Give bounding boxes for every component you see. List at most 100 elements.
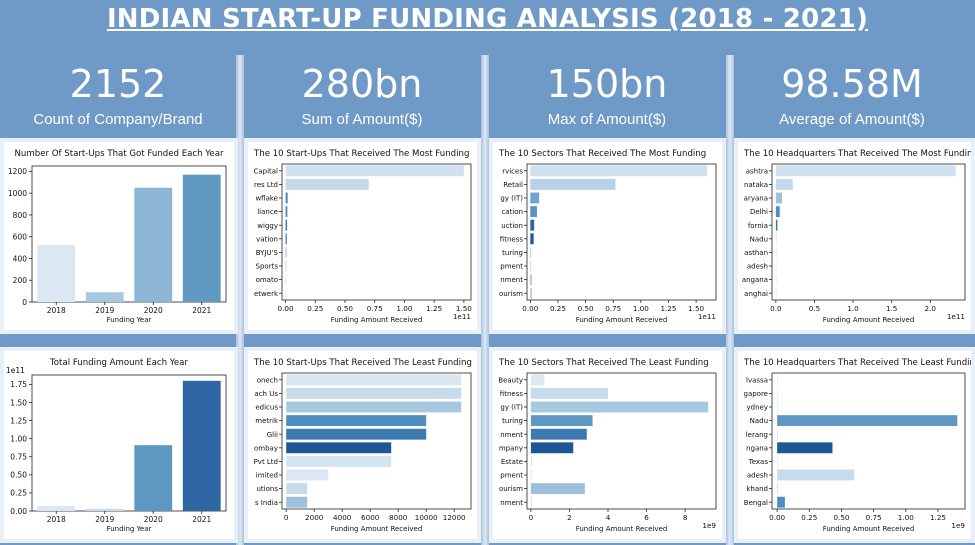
x-tick-label: 4 — [606, 513, 611, 522]
y-tick-label: Nadu — [750, 235, 768, 243]
chart-startups-per-year[interactable]: Number Of Start-Ups That Got Funded Each… — [0, 138, 238, 334]
bar — [286, 442, 392, 454]
plot-frame — [31, 374, 227, 512]
x-tick-label: 2021 — [192, 515, 211, 524]
bar — [530, 260, 532, 272]
x-tick-label: 4000 — [333, 513, 352, 522]
bar — [777, 387, 778, 399]
axis-offset-label: 1e9 — [702, 521, 716, 530]
x-tick-label: 0.50 — [578, 304, 594, 313]
y-tick-label: mpany — [499, 444, 523, 452]
x-tick-label: 6 — [644, 513, 649, 522]
y-tick-label: 0.25 — [10, 489, 27, 498]
y-tick-label: ourism — [499, 485, 523, 493]
plot-frame — [31, 165, 227, 303]
chart-least10-sectors[interactable]: The 10 Sectors That Received The Least F… — [489, 347, 726, 543]
y-tick-label: 600 — [13, 233, 28, 242]
x-tick-label: 2018 — [47, 306, 66, 315]
bar — [777, 496, 785, 508]
bar — [285, 274, 287, 286]
x-tick-label: 1.50 — [688, 304, 704, 313]
x-tick-label: 0.00 — [278, 304, 294, 313]
bar — [285, 233, 287, 245]
y-tick-label: utions — [257, 485, 279, 493]
bar — [182, 380, 221, 511]
y-tick-label: adesh — [747, 263, 768, 271]
column-separator — [236, 55, 244, 545]
chart-total-funding-per-year[interactable]: Total Funding Amount Each Year 0.00 0.25 0.… — [0, 347, 238, 543]
y-tick-label: Texas — [748, 458, 769, 466]
kpi-label: Max of Amount($) — [547, 111, 667, 128]
x-tick-label: 12000 — [443, 513, 466, 522]
y-tick-label: s India — [255, 499, 278, 507]
x-tick-label: 0.75 — [367, 304, 383, 313]
x-tick-label: 0.25 — [550, 304, 566, 313]
bar — [530, 496, 532, 508]
bar — [775, 192, 783, 204]
chart-top10-sectors[interactable]: The 10 Sectors That Received The Most Fu… — [489, 138, 726, 334]
axis-offset-label: 1e11 — [947, 312, 965, 321]
y-tick-label: aryana — [744, 195, 768, 203]
axis-offset-label: 1e11 — [6, 366, 25, 375]
y-tick-label: ach Us — [254, 390, 278, 398]
bar — [530, 455, 532, 467]
chart-title: The 10 Sectors That Received The Least F… — [498, 358, 709, 368]
y-tick-label: omato — [256, 276, 278, 284]
x-axis-label: Funding Amount Received — [576, 316, 668, 324]
bar — [286, 469, 329, 481]
bar — [777, 442, 833, 454]
bar — [777, 374, 778, 386]
chart-top10-headquarters[interactable]: The 10 Headquarters That Received The Mo… — [734, 138, 975, 334]
x-tick-label: 8000 — [389, 513, 408, 522]
y-tick-label: lerang — [746, 431, 768, 439]
x-axis-label: Funding Amount Received — [576, 525, 668, 533]
x-tick-label: 1.50 — [456, 304, 472, 313]
x-tick-label: 1.00 — [898, 513, 914, 522]
y-tick-label: 0.50 — [10, 471, 27, 480]
bar — [775, 206, 780, 218]
chart-least10-headquarters[interactable]: The 10 Headquarters That Received The Le… — [734, 347, 975, 543]
bar — [286, 496, 308, 508]
kpi-label: Sum of Amount($) — [301, 111, 423, 128]
bar — [777, 483, 778, 495]
chart-least10-startups[interactable]: The 10 Start-Ups That Received The Least… — [244, 347, 481, 543]
axis-offset-label: 1e11 — [453, 312, 471, 321]
x-tick-label: 1.00 — [633, 304, 649, 313]
x-axis-label: Funding Amount Received — [823, 316, 915, 324]
y-tick-label: res Ltd — [254, 181, 278, 189]
y-tick-label: khand — [746, 485, 768, 493]
bar — [775, 178, 793, 190]
y-tick-label: 800 — [13, 211, 28, 220]
x-axis-label: Funding Year — [107, 316, 152, 324]
chart-title: The 10 Sectors That Received The Most Fu… — [498, 149, 706, 159]
x-tick-label: 2020 — [144, 515, 163, 524]
x-axis-label: Funding Amount Received — [331, 316, 423, 324]
bar — [530, 206, 537, 218]
y-tick-label: Delhi — [750, 208, 768, 216]
bar — [285, 178, 369, 190]
x-tick-label: 0.0 — [770, 304, 782, 313]
y-tick-label: gapore — [744, 390, 769, 398]
chart-title: The 10 Start-Ups That Received The Most … — [253, 149, 469, 159]
bar — [530, 233, 534, 245]
x-tick-label: 1.0 — [847, 304, 859, 313]
x-tick-label: 6000 — [361, 513, 380, 522]
column-separator — [726, 55, 734, 545]
y-tick-label: gy (IT) — [500, 404, 523, 412]
y-tick-label: turing — [502, 417, 523, 425]
bar — [777, 469, 855, 481]
y-tick-label: etwerk — [254, 290, 279, 298]
y-tick-label: wflake — [255, 195, 278, 203]
bar — [286, 415, 427, 427]
y-tick-label: Retail — [503, 181, 523, 189]
bar — [530, 192, 540, 204]
plot-frame — [526, 163, 717, 301]
bar — [134, 187, 173, 302]
y-tick-label: imited — [256, 472, 278, 480]
x-tick-label: 0.25 — [801, 513, 817, 522]
bar — [37, 505, 76, 511]
chart-top10-startups[interactable]: The 10 Start-Ups That Received The Most … — [244, 138, 481, 334]
x-tick-label: 0.75 — [866, 513, 882, 522]
y-tick-label: uction — [501, 222, 523, 230]
y-tick-label: rvices — [502, 167, 523, 175]
